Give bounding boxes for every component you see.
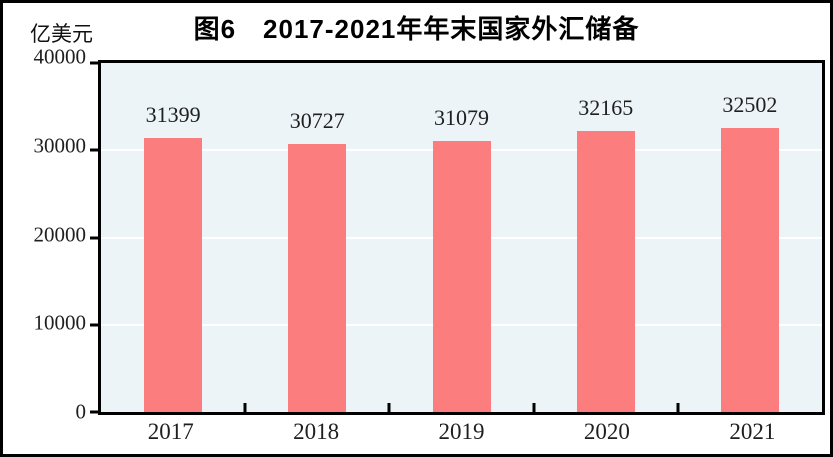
x-tick-label-2019: 2019 — [438, 419, 485, 444]
x-tick-label-2020: 2020 — [583, 419, 630, 444]
bar-value-label: 32165 — [578, 95, 634, 121]
x-tick-mark-4 — [676, 403, 680, 412]
y-axis-tick-labels: 40000 30000 20000 10000 0 — [3, 45, 87, 424]
y-tick-label-0: 0 — [75, 399, 87, 424]
plot-area: 31399 30727 31079 32165 32502 — [90, 60, 825, 415]
y-tick-label-40000: 40000 — [33, 44, 87, 69]
bar-value-label: 31079 — [434, 104, 489, 130]
bar-2019 — [432, 140, 491, 412]
bar-group-2020: 32165 — [534, 63, 678, 412]
x-tick-label-2017: 2017 — [147, 419, 194, 444]
y-tick-mark-20000 — [90, 236, 101, 239]
bar-2017 — [144, 138, 203, 412]
y-tick-label-20000: 20000 — [33, 222, 87, 246]
y-tick-mark-0 — [90, 410, 101, 414]
bar-value-label: 32502 — [722, 92, 778, 118]
x-axis-tick-labels: 2017 2018 2019 2020 2021 — [98, 419, 825, 445]
y-tick-label-30000: 30000 — [33, 133, 87, 158]
bar-group-2017: 31399 — [101, 63, 245, 412]
y-tick-mark-10000 — [90, 323, 101, 327]
bar-value-label: 30727 — [289, 107, 345, 133]
chart-title: 图6 2017-2021年年末国家外汇储备 — [193, 14, 640, 44]
bar-2018 — [288, 143, 347, 412]
y-axis-unit-label: 亿美元 — [30, 22, 93, 46]
y-tick-mark-40000 — [90, 61, 101, 65]
bar-2020 — [576, 131, 635, 412]
x-tick-mark-3 — [532, 403, 536, 412]
x-tick-mark-1 — [243, 403, 247, 412]
x-tick-label-2021: 2021 — [729, 419, 776, 444]
y-tick-mark-30000 — [90, 148, 101, 152]
bar-2021 — [720, 128, 779, 412]
bar-group-2019: 31079 — [389, 63, 533, 412]
x-tick-mark-2 — [387, 403, 391, 412]
bar-group-2018: 30727 — [245, 63, 389, 412]
x-tick-label-2018: 2018 — [293, 419, 340, 444]
bar-value-label: 31399 — [145, 102, 201, 128]
bar-series: 31399 30727 31079 32165 32502 — [101, 63, 822, 412]
bar-group-2021: 32502 — [678, 63, 822, 412]
y-tick-label-10000: 10000 — [33, 310, 87, 335]
